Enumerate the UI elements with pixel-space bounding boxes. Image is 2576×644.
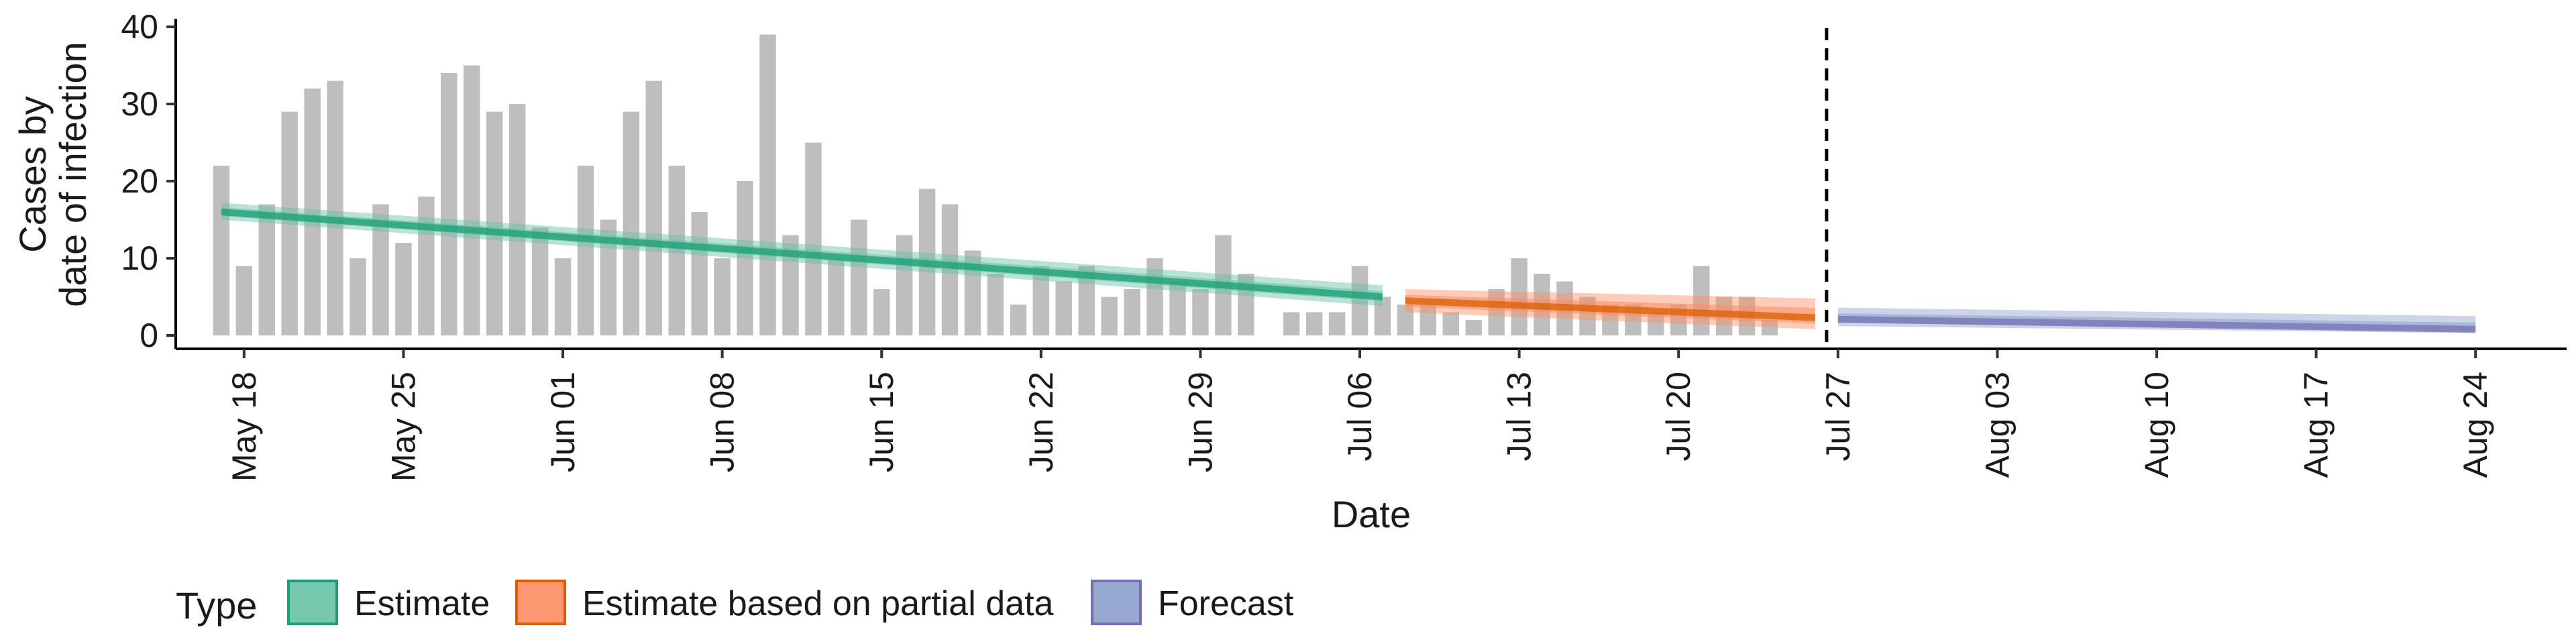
case-bar xyxy=(577,166,594,335)
case-bar xyxy=(1169,281,1186,335)
case-bar xyxy=(645,80,663,335)
case-bar xyxy=(1465,320,1482,335)
estimate-median-line xyxy=(221,209,1383,301)
case-bar xyxy=(441,73,458,335)
y-tick-label: 40 xyxy=(121,8,158,46)
case-bar xyxy=(873,289,890,335)
case-bar xyxy=(350,258,366,335)
x-tick-label: Jul 20 xyxy=(1660,372,1697,461)
x-tick-label: Jun 15 xyxy=(863,372,900,472)
case-bar xyxy=(1192,289,1209,335)
case-bar xyxy=(213,166,230,335)
x-tick-label: Jun 08 xyxy=(704,372,741,472)
y-tick-label: 20 xyxy=(121,162,158,200)
case-bar xyxy=(1511,258,1527,335)
x-axis-ticks: May 18 May 25 Jun 01 Jun 08 Jun 15 Jun 22 Jun … xyxy=(225,349,2494,482)
case-bar xyxy=(464,65,480,335)
case-bar xyxy=(1442,312,1460,335)
case-bar xyxy=(1305,312,1323,335)
y-tick-label: 10 xyxy=(121,239,158,277)
x-tick-label: Jun 22 xyxy=(1022,372,1060,472)
legend-title: Type xyxy=(176,584,257,627)
y-axis-ticks: 0 10 20 30 40 xyxy=(121,8,176,354)
case-bar xyxy=(327,80,343,335)
case-bar xyxy=(486,111,503,335)
x-tick-label: Jul 27 xyxy=(1819,372,1857,461)
case-bar xyxy=(1397,305,1414,335)
case-bar xyxy=(896,235,913,335)
x-tick-label: May 25 xyxy=(384,372,422,482)
case-bar xyxy=(987,274,1004,335)
y-axis-title-line-1: Cases by xyxy=(11,96,54,252)
x-tick-label: Aug 17 xyxy=(2298,372,2335,478)
case-bar xyxy=(418,197,435,335)
case-bar xyxy=(668,166,685,335)
case-bar xyxy=(1374,297,1391,335)
bars-layer xyxy=(213,34,1778,335)
case-bar xyxy=(395,243,412,335)
legend-key-forecast xyxy=(1091,580,1142,625)
y-tick-label: 30 xyxy=(121,85,158,123)
case-bar xyxy=(805,142,822,335)
case-bar xyxy=(851,219,867,335)
x-tick-label: Jun 29 xyxy=(1181,372,1219,472)
x-tick-label: Jul 06 xyxy=(1341,372,1379,461)
case-bar xyxy=(508,104,526,335)
case-bar xyxy=(1283,312,1300,335)
case-bar xyxy=(714,258,731,335)
x-tick-label: Aug 24 xyxy=(2457,372,2494,478)
case-bar xyxy=(258,204,275,335)
case-bar xyxy=(691,212,708,335)
legend: Type Estimate Estimate based on partial … xyxy=(176,580,1294,627)
case-bar xyxy=(235,266,253,335)
case-bar xyxy=(1693,266,1710,335)
case-bar xyxy=(304,89,321,335)
case-bar xyxy=(1055,281,1072,335)
case-bar xyxy=(1032,266,1050,335)
forecast-median-line xyxy=(1837,315,2476,333)
x-tick-label: Jul 13 xyxy=(1501,372,1538,461)
case-bar xyxy=(1101,297,1118,335)
legend-label-estimate: Estimate xyxy=(354,584,490,623)
case-bar xyxy=(1761,320,1778,335)
case-bar xyxy=(828,258,845,335)
case-bar xyxy=(281,111,298,335)
case-bar xyxy=(737,181,753,335)
estimate-based-on-partial-data-median-line xyxy=(1405,297,1816,321)
case-bar xyxy=(623,111,640,335)
legend-label-partial-estimate: Estimate based on partial data xyxy=(582,584,1054,623)
y-axis-title-line-2: date of infection xyxy=(52,42,94,307)
case-bar xyxy=(1488,289,1505,335)
case-bar xyxy=(1010,305,1027,335)
legend-label-forecast: Forecast xyxy=(1158,584,1294,623)
y-tick-label: 0 xyxy=(140,317,158,354)
x-tick-label: Aug 10 xyxy=(2138,372,2176,478)
case-bar xyxy=(531,227,549,335)
case-bar xyxy=(1419,305,1437,335)
x-tick-label: May 18 xyxy=(225,372,263,482)
case-bar xyxy=(1351,266,1368,335)
legend-key-partial-estimate xyxy=(515,580,566,625)
x-tick-label: Jun 01 xyxy=(544,372,582,472)
case-bar xyxy=(1146,258,1163,335)
legend-key-estimate xyxy=(287,580,338,625)
x-tick-label: Aug 03 xyxy=(1978,372,2016,478)
y-axis-title: Cases by date of infection xyxy=(11,42,94,307)
x-axis-title: Date xyxy=(1332,493,1411,535)
case-bar xyxy=(1328,312,1346,335)
case-bar xyxy=(554,258,572,335)
case-bar xyxy=(1124,289,1140,335)
median-lines-layer xyxy=(221,209,2476,333)
case-bar xyxy=(759,34,776,335)
